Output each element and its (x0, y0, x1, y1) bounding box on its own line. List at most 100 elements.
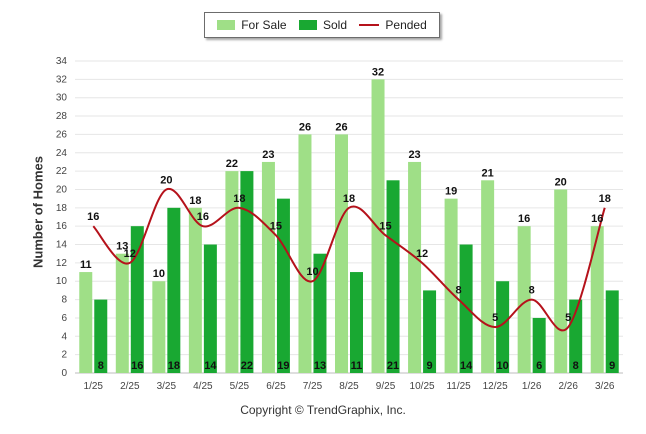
data-label-pended: 20 (160, 174, 172, 186)
data-label-sold: 11 (351, 360, 363, 372)
bar-sold (496, 281, 510, 373)
data-label-pended: 5 (492, 312, 498, 324)
y-tick-label: 2 (61, 350, 67, 361)
x-tick-label: 9/25 (376, 381, 396, 392)
bar-for-sale (481, 180, 495, 373)
bar-for-sale (335, 134, 348, 373)
data-label-sold: 8 (573, 360, 579, 372)
bar-sold (313, 253, 327, 373)
bar-for-sale (517, 226, 531, 373)
y-tick-label: 26 (56, 129, 68, 140)
bar-for-sale (79, 272, 93, 373)
legend-item-sold[interactable]: Sold (298, 18, 347, 32)
bar-for-sale (298, 134, 312, 373)
bar-sold (423, 290, 437, 373)
y-tick-label: 30 (56, 93, 68, 104)
bar-sold (203, 244, 217, 373)
data-label-for-sale: 21 (482, 167, 494, 179)
x-tick-label: 6/25 (266, 381, 286, 392)
x-tick-label: 8/25 (339, 381, 359, 392)
data-label-pended: 5 (565, 312, 571, 324)
data-label-for-sale: 23 (408, 149, 420, 161)
legend-item-for-sale[interactable]: For Sale (217, 18, 287, 32)
bar-series (79, 79, 619, 374)
data-label-sold: 22 (241, 360, 253, 372)
bar-sold (130, 226, 144, 373)
data-label-sold: 6 (536, 360, 542, 372)
x-tick-label: 5/25 (230, 381, 250, 392)
data-label-pended: 8 (456, 285, 462, 297)
legend-swatch-sold (298, 20, 317, 30)
bar-for-sale (152, 281, 166, 373)
data-label-sold: 14 (460, 360, 473, 372)
data-label-sold: 9 (609, 360, 615, 372)
y-tick-label: 8 (61, 295, 67, 306)
x-tick-label: 2/25 (120, 381, 140, 392)
data-label-for-sale: 16 (518, 213, 530, 225)
x-tick-label: 3/25 (157, 381, 177, 392)
bar-sold (605, 290, 619, 373)
data-label-for-sale: 18 (189, 195, 201, 207)
legend-swatch-for-sale (217, 20, 236, 30)
data-label-for-sale: 19 (445, 186, 457, 198)
pended-line (92, 188, 606, 332)
x-tick-label: 11/25 (446, 381, 471, 392)
bar-for-sale (261, 161, 275, 373)
y-tick-label: 18 (56, 203, 68, 214)
x-tick-label: 12/25 (483, 381, 508, 392)
x-axis-ticks: 1/25 2/25 3/25 4/25 5/25 6/25 7/25 8/25 9/25 10/2… (84, 381, 615, 392)
y-tick-label: 28 (56, 111, 68, 122)
data-label-sold: 13 (314, 360, 326, 372)
data-label-pended: 10 (306, 266, 318, 278)
bar-sold (167, 207, 181, 373)
data-label-pended: 12 (124, 248, 136, 260)
data-label-for-sale: 26 (299, 121, 311, 133)
y-tick-label: 24 (56, 148, 68, 159)
y-tick-label: 10 (56, 276, 68, 287)
x-tick-label: 4/25 (193, 381, 213, 392)
bar-for-sale (188, 207, 202, 373)
legend-item-pended[interactable]: Pended (359, 18, 427, 32)
bar-for-sale (590, 226, 604, 373)
y-tick-label: 22 (56, 166, 68, 177)
x-tick-label: 1/25 (84, 381, 104, 392)
bar-for-sale (115, 253, 129, 373)
bar-for-sale (371, 79, 385, 374)
data-label-pended: 16 (87, 211, 99, 223)
data-label-pended: 16 (197, 211, 209, 223)
data-label-for-sale: 20 (555, 176, 567, 188)
data-label-sold: 9 (427, 360, 433, 372)
data-label-sold: 19 (277, 360, 289, 372)
data-label-pended: 18 (599, 193, 611, 205)
data-label-for-sale: 11 (80, 259, 92, 271)
legend-swatch-pended (359, 24, 380, 26)
data-labels: 11 8 13 16 10 18 18 14 22 22 23 19 26 13 26 11 32 21 23 9 19… (80, 66, 615, 372)
y-tick-label: 32 (56, 74, 68, 85)
data-label-pended: 12 (416, 248, 428, 260)
data-label-sold: 10 (497, 360, 509, 372)
data-label-pended: 18 (343, 193, 355, 205)
data-label-sold: 14 (204, 360, 217, 372)
copyright-credit: Copyright © TrendGraphix, Inc. (240, 403, 406, 417)
y-tick-label: 4 (61, 331, 67, 342)
data-label-sold: 8 (98, 360, 104, 372)
bar-sold (240, 171, 254, 373)
legend-label-pended: Pended (385, 18, 427, 32)
data-label-sold: 16 (131, 360, 143, 372)
y-tick-label: 34 (56, 56, 68, 67)
data-label-for-sale: 13 (116, 241, 128, 253)
data-label-for-sale: 22 (226, 158, 238, 170)
y-tick-label: 14 (56, 240, 68, 251)
bar-sold (386, 180, 400, 373)
bar-for-sale (444, 198, 458, 373)
x-tick-label: 3/26 (595, 381, 615, 392)
y-axis-title: Number of Homes (30, 156, 46, 268)
bar-sold (459, 244, 473, 373)
data-label-pended: 18 (233, 193, 245, 205)
y-tick-label: 0 (61, 368, 67, 379)
data-label-for-sale: 10 (153, 268, 165, 280)
y-tick-label: 16 (56, 221, 68, 232)
legend-label-sold: Sold (322, 18, 347, 32)
data-label-pended: 8 (529, 285, 535, 297)
